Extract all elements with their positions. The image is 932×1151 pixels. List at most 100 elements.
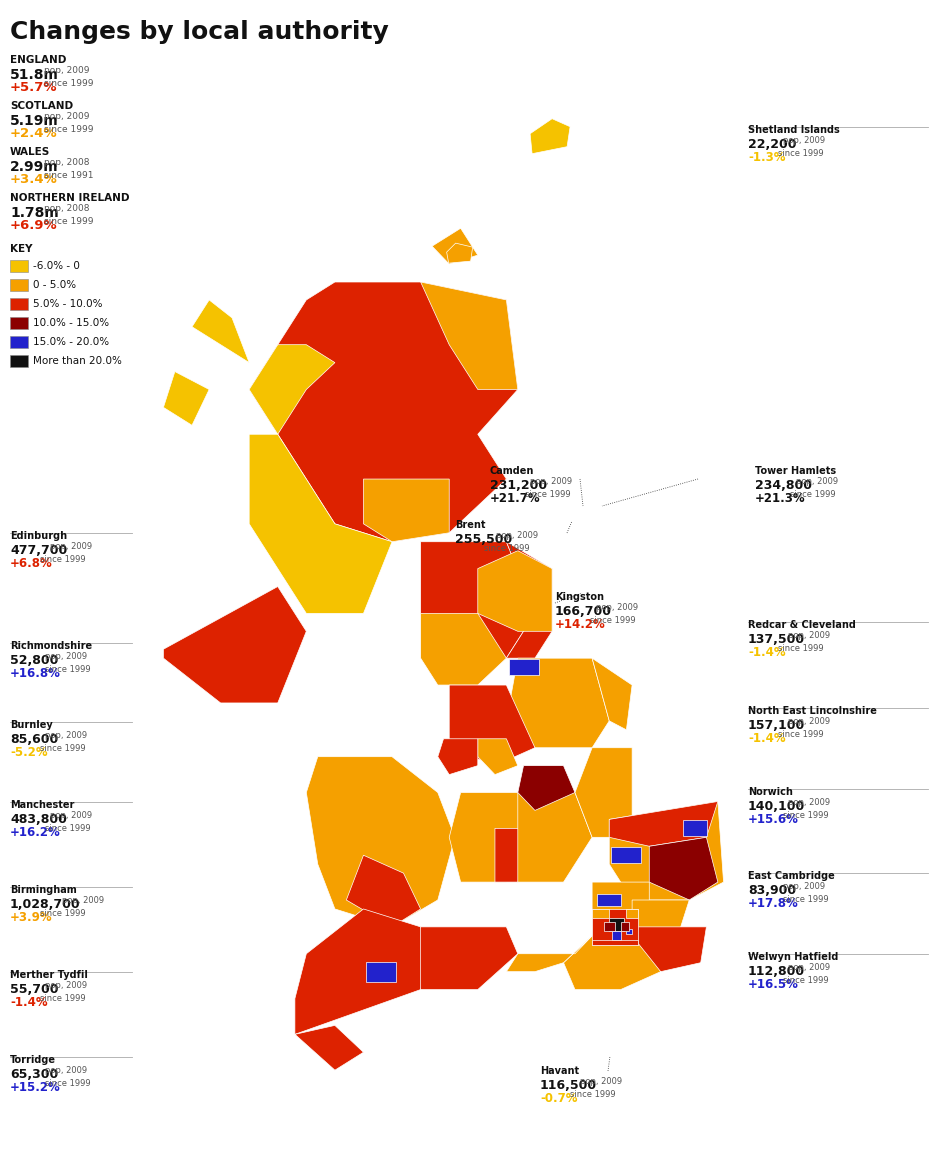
Text: pop, 2009: pop, 2009	[783, 136, 825, 145]
Text: since 1999: since 1999	[525, 490, 570, 500]
Polygon shape	[509, 660, 539, 676]
Polygon shape	[518, 793, 592, 882]
Text: since 1999: since 1999	[39, 556, 85, 564]
Text: pop, 2008: pop, 2008	[44, 158, 89, 167]
Text: since 1999: since 1999	[783, 976, 829, 984]
Polygon shape	[363, 479, 449, 542]
Text: since 1991: since 1991	[44, 171, 93, 180]
Text: pop, 2009: pop, 2009	[596, 603, 637, 612]
Polygon shape	[632, 900, 690, 945]
Text: since 1999: since 1999	[44, 125, 93, 134]
Text: since 1999: since 1999	[777, 731, 823, 739]
Text: 234,800: 234,800	[755, 479, 812, 491]
Text: +3.4%: +3.4%	[10, 173, 58, 186]
Polygon shape	[592, 909, 610, 917]
Text: WALES: WALES	[10, 147, 50, 157]
Text: pop, 2009: pop, 2009	[44, 66, 89, 75]
Text: 51.8m: 51.8m	[10, 68, 59, 82]
Polygon shape	[495, 829, 535, 882]
Text: since 1999: since 1999	[45, 1080, 90, 1088]
Text: 52,800: 52,800	[10, 654, 59, 666]
Text: pop, 2009: pop, 2009	[44, 112, 89, 121]
Polygon shape	[612, 931, 621, 940]
Text: +5.7%: +5.7%	[10, 81, 58, 94]
Text: pop, 2009: pop, 2009	[50, 810, 92, 820]
Text: +6.8%: +6.8%	[10, 557, 53, 571]
Text: +14.2%: +14.2%	[555, 618, 606, 631]
Text: 10.0% - 15.0%: 10.0% - 15.0%	[33, 318, 109, 328]
Text: since 1999: since 1999	[44, 218, 93, 226]
Polygon shape	[575, 748, 632, 837]
Text: Norwich: Norwich	[748, 787, 793, 796]
Text: pop, 2009: pop, 2009	[788, 962, 830, 971]
Polygon shape	[295, 1026, 363, 1070]
Text: 157,100: 157,100	[748, 719, 805, 732]
Text: since 1999: since 1999	[485, 544, 530, 552]
Bar	[10, 298, 28, 310]
Text: since 1999: since 1999	[590, 616, 636, 625]
Text: 1,028,700: 1,028,700	[10, 898, 81, 910]
Polygon shape	[597, 894, 622, 906]
Polygon shape	[478, 739, 518, 775]
Polygon shape	[432, 228, 478, 264]
Polygon shape	[592, 940, 637, 945]
Polygon shape	[420, 542, 535, 658]
Polygon shape	[347, 855, 420, 927]
Text: Redcar & Cleveland: Redcar & Cleveland	[748, 620, 856, 630]
Text: -5.2%: -5.2%	[10, 746, 48, 760]
Polygon shape	[592, 658, 632, 730]
Text: -0.7%: -0.7%	[540, 1092, 578, 1105]
Text: -1.4%: -1.4%	[748, 646, 786, 660]
Polygon shape	[449, 685, 535, 765]
Text: +3.9%: +3.9%	[10, 910, 52, 924]
Text: Brent: Brent	[455, 520, 486, 529]
Text: Burnley: Burnley	[10, 721, 53, 730]
Polygon shape	[610, 801, 718, 846]
Polygon shape	[249, 434, 392, 613]
Text: Havant: Havant	[540, 1066, 579, 1076]
Text: 255,500: 255,500	[455, 533, 513, 546]
Text: 22,200: 22,200	[748, 138, 797, 151]
Text: 5.0% - 10.0%: 5.0% - 10.0%	[33, 299, 103, 308]
Text: -1.4%: -1.4%	[10, 996, 48, 1009]
Text: Shetland Islands: Shetland Islands	[748, 125, 840, 135]
Text: +16.5%: +16.5%	[748, 977, 799, 991]
Text: 166,700: 166,700	[555, 605, 612, 618]
Text: -1.3%: -1.3%	[748, 151, 786, 165]
Polygon shape	[610, 801, 723, 900]
Text: 1.78m: 1.78m	[10, 206, 59, 220]
Polygon shape	[592, 882, 650, 927]
Polygon shape	[506, 658, 610, 748]
Text: -1.4%: -1.4%	[748, 732, 786, 746]
Polygon shape	[621, 922, 629, 931]
Text: 83,900: 83,900	[748, 884, 796, 897]
Polygon shape	[404, 927, 518, 990]
Text: +6.9%: +6.9%	[10, 219, 58, 233]
Text: North East Lincolnshire: North East Lincolnshire	[748, 707, 877, 716]
Polygon shape	[604, 922, 615, 931]
Text: pop, 2009: pop, 2009	[530, 477, 572, 486]
Text: since 1999: since 1999	[45, 665, 90, 673]
Text: 85,600: 85,600	[10, 733, 58, 746]
Text: pop, 2009: pop, 2009	[496, 531, 538, 540]
Text: +16.2%: +16.2%	[10, 825, 61, 839]
Text: since 1999: since 1999	[45, 824, 90, 832]
Text: since 1999: since 1999	[783, 811, 829, 820]
Text: since 1999: since 1999	[39, 745, 85, 753]
Text: 112,800: 112,800	[748, 965, 805, 977]
Text: since 1999: since 1999	[783, 895, 829, 904]
Bar	[10, 260, 28, 272]
Text: +15.6%: +15.6%	[748, 813, 799, 826]
Bar	[10, 317, 28, 329]
Text: 15.0% - 20.0%: 15.0% - 20.0%	[33, 337, 109, 346]
Bar	[10, 336, 28, 348]
Text: since 1999: since 1999	[44, 79, 93, 87]
Text: NORTHERN IRELAND: NORTHERN IRELAND	[10, 193, 130, 203]
Text: +15.2%: +15.2%	[10, 1081, 61, 1095]
Polygon shape	[610, 917, 624, 931]
Text: since 1999: since 1999	[569, 1090, 615, 1099]
Polygon shape	[192, 300, 249, 363]
Bar	[10, 355, 28, 367]
Polygon shape	[626, 929, 632, 933]
Polygon shape	[564, 936, 661, 990]
